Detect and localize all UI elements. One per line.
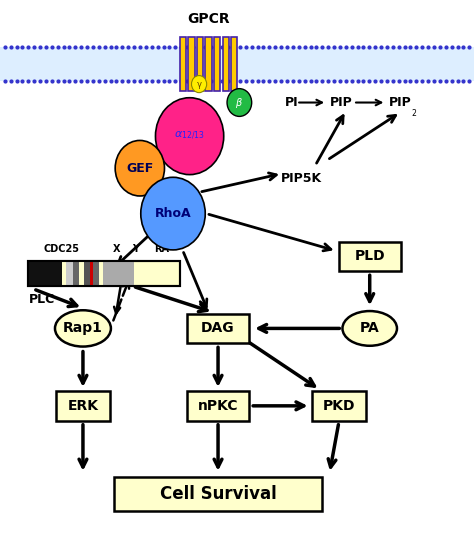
- Circle shape: [191, 75, 207, 92]
- Text: PLD: PLD: [355, 249, 385, 263]
- Bar: [66, 261, 73, 286]
- Text: ERK: ERK: [67, 399, 99, 413]
- Bar: [99, 261, 103, 286]
- Text: Cell Survival: Cell Survival: [160, 485, 276, 503]
- Bar: [103, 261, 134, 286]
- Text: $\beta$: $\beta$: [236, 96, 243, 109]
- Text: γ: γ: [197, 80, 201, 89]
- Text: GEF: GEF: [126, 162, 154, 175]
- Bar: [56, 391, 110, 421]
- Bar: [311, 391, 366, 421]
- Text: PIP5K: PIP5K: [281, 172, 321, 185]
- Bar: [28, 261, 62, 286]
- Text: $\alpha_{12/13}$: $\alpha_{12/13}$: [174, 130, 205, 142]
- Circle shape: [227, 89, 252, 116]
- Bar: [62, 261, 66, 286]
- Text: Rap1: Rap1: [63, 321, 103, 335]
- Text: DAG: DAG: [201, 321, 235, 335]
- Bar: [28, 261, 180, 286]
- Text: PLC: PLC: [28, 293, 55, 305]
- Text: Y: Y: [132, 244, 138, 254]
- Bar: [197, 37, 203, 91]
- Bar: [339, 241, 401, 271]
- Bar: [187, 391, 249, 421]
- Text: PIP: PIP: [329, 96, 352, 109]
- Text: nPKC: nPKC: [198, 399, 238, 413]
- Bar: [187, 313, 249, 343]
- Bar: [79, 261, 84, 286]
- Ellipse shape: [342, 311, 397, 346]
- Bar: [231, 37, 237, 91]
- Text: CDC25: CDC25: [44, 244, 80, 254]
- Bar: [28, 261, 180, 286]
- Bar: [90, 261, 92, 286]
- Bar: [92, 261, 99, 286]
- Bar: [223, 37, 228, 91]
- Bar: [205, 37, 211, 91]
- Text: X: X: [112, 244, 120, 254]
- Text: RhoA: RhoA: [155, 207, 191, 220]
- Text: PA: PA: [360, 321, 380, 335]
- Circle shape: [141, 177, 205, 250]
- Text: GPCR: GPCR: [187, 12, 230, 26]
- Text: $_{2}$: $_{2}$: [411, 108, 418, 121]
- Ellipse shape: [55, 310, 111, 347]
- Bar: [73, 261, 79, 286]
- Text: PKD: PKD: [323, 399, 355, 413]
- Bar: [214, 37, 220, 91]
- Text: PI: PI: [284, 96, 298, 109]
- Circle shape: [115, 140, 164, 196]
- Bar: [114, 476, 322, 512]
- Text: PIP: PIP: [389, 96, 411, 109]
- Text: RA: RA: [154, 244, 169, 254]
- Bar: [189, 37, 195, 91]
- Circle shape: [155, 98, 224, 175]
- Bar: [0, 46, 474, 81]
- Bar: [180, 37, 186, 91]
- Bar: [84, 261, 90, 286]
